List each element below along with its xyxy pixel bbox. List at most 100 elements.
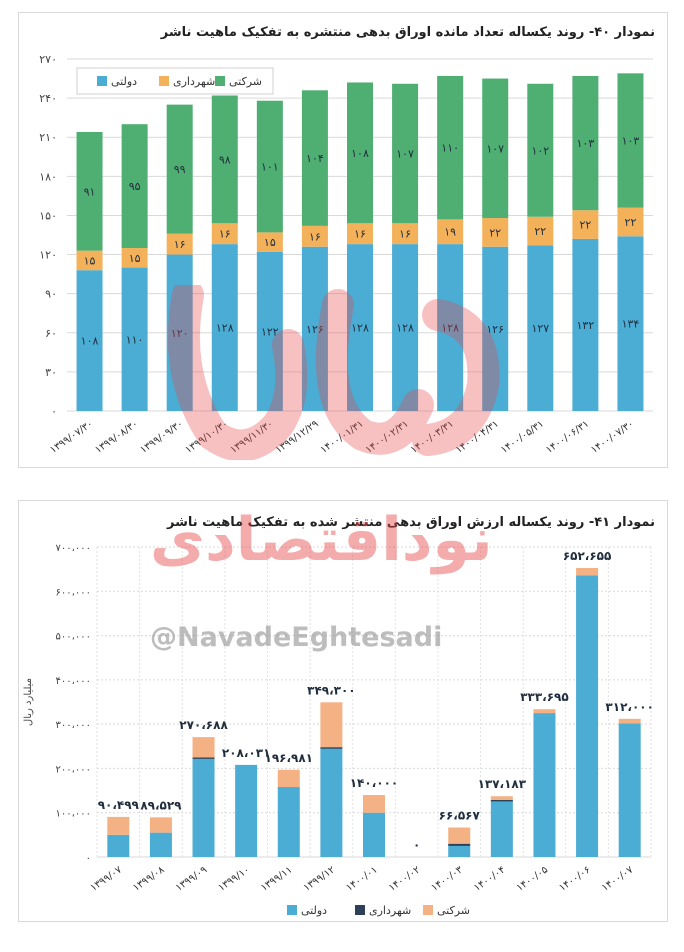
bar-segment bbox=[363, 812, 385, 857]
total-label: ۰ bbox=[413, 838, 420, 852]
y-tick-label: ۲۷۰ bbox=[39, 53, 57, 66]
bar-segment bbox=[576, 567, 599, 576]
chart-41-panel: نمودار ۴۱- روند یکساله ارزش اوراق بدهی م… bbox=[18, 500, 668, 922]
x-tick-label: ۱۳۹۹/۱۱ bbox=[259, 864, 294, 893]
bar-segment bbox=[192, 757, 215, 759]
legend-box bbox=[76, 67, 274, 95]
data-label: ۱۵ bbox=[129, 252, 141, 265]
bar-segment bbox=[301, 90, 328, 226]
bar-segment bbox=[618, 723, 641, 857]
bar-segment bbox=[392, 83, 419, 224]
data-label: ۱۶ bbox=[174, 238, 186, 251]
x-tick-label: ۱۳۹۹/۰۹ bbox=[174, 864, 209, 893]
x-tick-label: ۱۴۰۰/۰۲ bbox=[387, 864, 422, 893]
bar-segment bbox=[347, 82, 373, 224]
data-label: ۱۲۶ bbox=[486, 323, 504, 336]
y-tick-label: ۲۰۰،۰۰۰ bbox=[56, 764, 91, 775]
y-tick-label: ۱۰۰،۰۰۰ bbox=[56, 809, 91, 820]
bar-segment bbox=[527, 83, 554, 217]
bar-segment bbox=[448, 827, 471, 844]
data-label: ۱۰۷ bbox=[486, 142, 504, 155]
bar-segment bbox=[437, 219, 464, 245]
data-label: ۹۹ bbox=[174, 163, 186, 176]
bar-segment bbox=[107, 816, 130, 835]
chart-40-svg: ۰ ۳۰ ۶۰ ۹۰ ۱۲۰ ۱۵۰ ۱۸۰ ۲۱۰ ۲۴۰ ۲۷۰ ۱۰۸ ۱۵ ۹۱ ۱۳۹۹/۰۷/… bbox=[39, 53, 653, 456]
total-label: ۱۴۰،۰۰۰ bbox=[350, 776, 399, 790]
y-tick-label: ۲۱۰ bbox=[39, 131, 57, 144]
bar-segment bbox=[533, 709, 556, 714]
x-tick-label: ۱۳۹۹/۰۷ bbox=[89, 864, 125, 894]
bar-segment bbox=[347, 244, 373, 411]
bar-segment bbox=[211, 95, 238, 224]
bar-segment bbox=[211, 223, 238, 245]
legend-label: شرکتی bbox=[437, 904, 470, 917]
bar-segment bbox=[437, 244, 464, 411]
x-tick-label: ۱۴۰۰/۰۳ bbox=[429, 864, 465, 894]
bar-segment bbox=[437, 75, 464, 220]
x-tick-label: ۱۳۹۹/۰۷/۳۰ bbox=[48, 418, 95, 456]
total-label: ۳۳۳،۶۹۵ bbox=[520, 690, 569, 704]
data-label: ۹۸ bbox=[219, 153, 231, 166]
bar-segment bbox=[235, 764, 258, 857]
data-label: ۹۱ bbox=[84, 185, 96, 198]
data-label: ۱۵ bbox=[264, 236, 276, 249]
x-tick-label: ۱۳۹۹/۱۲ bbox=[302, 864, 337, 893]
data-label: ۱۱۰ bbox=[126, 333, 144, 346]
total-label: ۹۰،۴۹۹ bbox=[98, 798, 140, 812]
bar-segment bbox=[277, 787, 300, 857]
bar-segment bbox=[192, 758, 215, 857]
y-tick-label: ۳۰ bbox=[45, 366, 57, 379]
bar-segment bbox=[192, 737, 215, 758]
x-tick-label: ۱۴۰۰/۰۷ bbox=[600, 864, 636, 894]
y-tick-label: ۹۰ bbox=[45, 288, 57, 301]
bar-segment bbox=[121, 124, 148, 249]
data-label: ۹۵ bbox=[129, 180, 141, 193]
x-tick-label: ۱۴۰۰/۰۱ bbox=[344, 864, 379, 893]
data-label: ۲۲ bbox=[534, 225, 546, 238]
legend-label: دولتی bbox=[301, 904, 327, 917]
bar-segment bbox=[392, 244, 419, 411]
bar-segment bbox=[301, 246, 328, 411]
bar-segment bbox=[527, 216, 554, 246]
legend-label: شهرداری bbox=[173, 75, 215, 88]
watermark-logo-icon bbox=[168, 285, 500, 460]
bar-segment bbox=[256, 100, 283, 233]
y-tick-label: ۷۰۰،۰۰۰ bbox=[56, 543, 91, 554]
data-label: ۱۰۱ bbox=[261, 161, 279, 174]
data-label: ۱۰۸ bbox=[81, 335, 99, 348]
bar-segment bbox=[482, 78, 509, 219]
bar-segment bbox=[256, 251, 283, 411]
bar-segment bbox=[320, 702, 343, 748]
bar-segment bbox=[76, 250, 103, 271]
y-axis-title: میلیارد ریال bbox=[23, 678, 34, 726]
bar-segment bbox=[482, 246, 509, 411]
bar-segment bbox=[618, 718, 641, 724]
bar-segment bbox=[256, 232, 283, 252]
bar-segment bbox=[617, 73, 644, 208]
legend-swatch bbox=[215, 76, 225, 86]
total-label: ۲۰۸،۰۳۱ bbox=[222, 746, 271, 760]
bar-segment bbox=[301, 225, 328, 247]
data-label: ۱۲۷ bbox=[531, 322, 549, 335]
bar-segment bbox=[572, 238, 599, 411]
total-label: ۸۹،۵۲۹ bbox=[140, 798, 182, 812]
data-label: ۲۲ bbox=[579, 219, 591, 232]
data-label: ۱۱۰ bbox=[441, 142, 459, 155]
bar-segment bbox=[617, 207, 644, 237]
total-label: ۶۵۲،۶۵۵ bbox=[563, 549, 612, 563]
bar-segment bbox=[149, 832, 172, 857]
bar-segment bbox=[166, 254, 193, 411]
bar-segment bbox=[166, 104, 193, 234]
bar-segment bbox=[617, 236, 644, 411]
y-tick-label: ۵۰۰،۰۰۰ bbox=[56, 632, 91, 643]
data-label: ۱۲۲ bbox=[261, 325, 279, 338]
bar-segment bbox=[347, 223, 373, 245]
data-label: ۱۰۳ bbox=[577, 137, 595, 150]
data-label: ۱۵ bbox=[84, 254, 96, 267]
x-tick-label: ۱۴۰۰/۰۴ bbox=[472, 864, 507, 893]
data-label: ۲۲ bbox=[489, 226, 501, 239]
x-tick-label: ۱۴۰۰/۰۶/۳۱ bbox=[544, 418, 591, 456]
data-label: ۲۲ bbox=[625, 216, 637, 229]
bar-segment bbox=[527, 245, 554, 411]
x-tick-label: ۱۴۰۰/۰۶ bbox=[557, 864, 592, 893]
